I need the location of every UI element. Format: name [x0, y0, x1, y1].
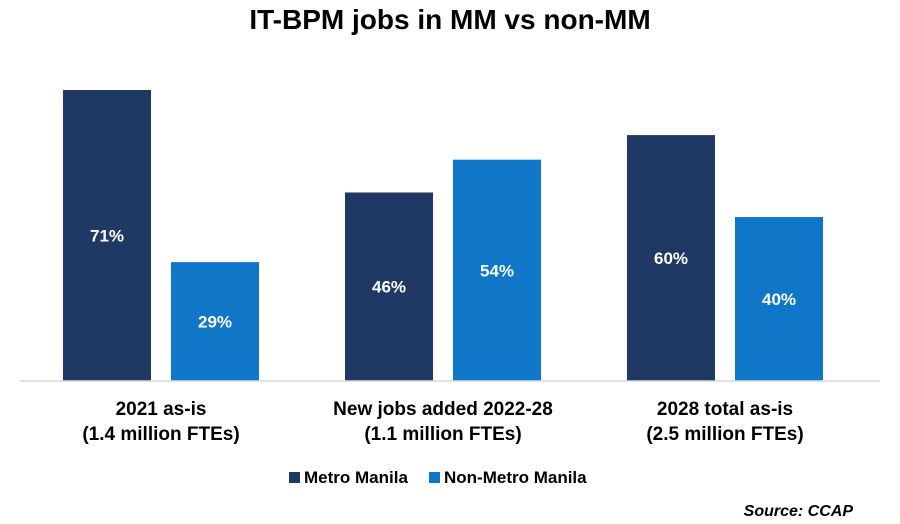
- bar-series1-cat2: [735, 217, 823, 381]
- legend-swatch-0: [289, 472, 300, 483]
- data-label-series0-cat0: 71%: [90, 227, 124, 246]
- source-note: Source: CCAP: [744, 503, 854, 520]
- legend-label-1: Non-Metro Manila: [444, 468, 587, 487]
- category-label-1-line1: (1.1 million FTEs): [364, 424, 521, 445]
- category-label-2-line1: (2.5 million FTEs): [646, 424, 803, 445]
- bar-series0-cat0: [63, 90, 151, 381]
- data-label-series1-cat2: 40%: [762, 290, 796, 309]
- data-label-series1-cat1: 54%: [480, 261, 514, 280]
- data-label-series0-cat2: 60%: [654, 249, 688, 268]
- chart-title: IT-BPM jobs in MM vs non-MM: [249, 4, 650, 35]
- category-labels: 2021 as-is (1.4 million FTEs) New jobs add…: [82, 399, 803, 445]
- legend-swatch-1: [429, 472, 440, 483]
- category-label-0-line1: (1.4 million FTEs): [82, 424, 239, 445]
- category-label-1-line0: New jobs added 2022-28: [333, 399, 553, 420]
- category-label-0-line0: 2021 as-is: [116, 399, 207, 420]
- data-label-series0-cat1: 46%: [372, 278, 406, 297]
- legend-label-0: Metro Manila: [304, 468, 408, 487]
- bar-series0-cat2: [627, 135, 715, 381]
- bar-series0-cat1: [345, 192, 433, 381]
- bar-series1-cat1: [453, 159, 541, 381]
- category-label-2-line0: 2028 total as-is: [657, 399, 793, 420]
- legend: Metro Manila Non-Metro Manila: [289, 468, 587, 487]
- bars-group: 71% 46% 60% 29% 54% 40%: [63, 90, 823, 381]
- data-label-series1-cat0: 29%: [198, 313, 232, 332]
- bar-series1-cat0: [171, 262, 259, 381]
